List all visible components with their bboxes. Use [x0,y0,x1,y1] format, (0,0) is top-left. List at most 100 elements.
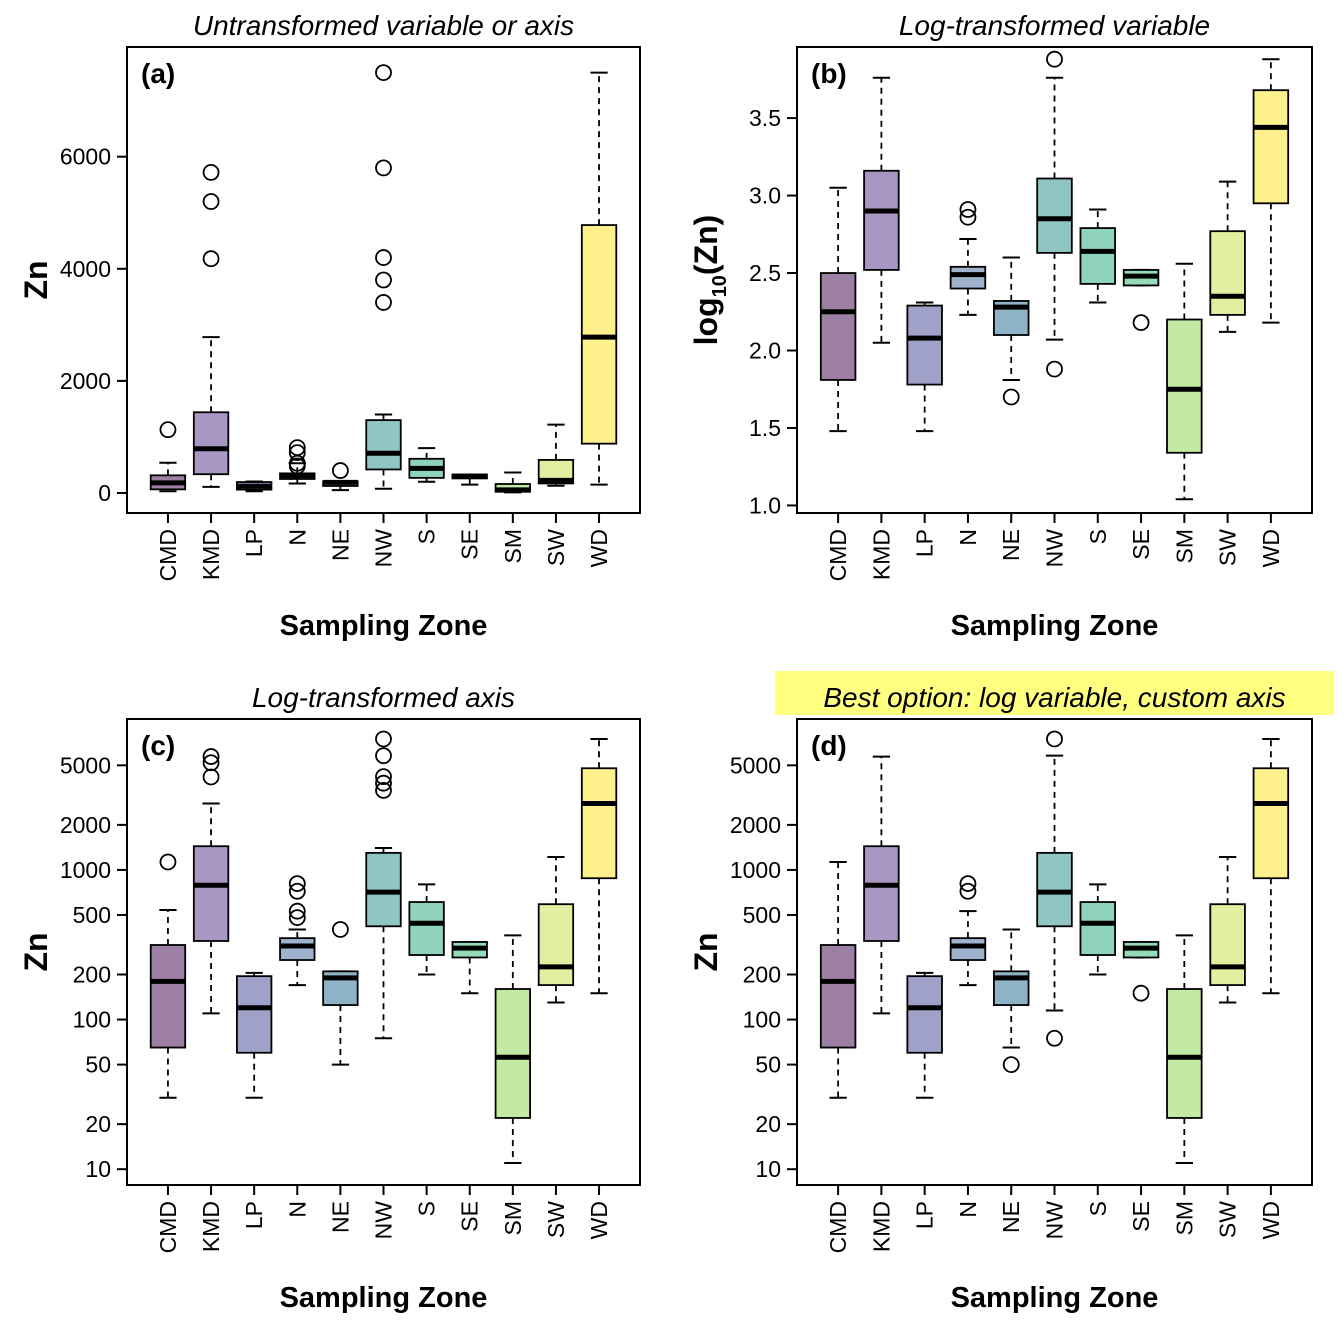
x-tick-label: SM [500,1201,526,1236]
box-KMD [192,748,230,1015]
iqr-box [279,937,316,961]
x-axis-label: Sampling Zone [951,610,1159,642]
x-axis-label: Sampling Zone [951,1282,1159,1314]
x-tick-label: SE [457,1201,483,1232]
x-tick-label: SW [1215,529,1241,566]
x-tick-label: N [284,1201,310,1218]
y-tick-label: 1.0 [749,492,781,518]
x-tick-label: CMD [825,529,851,581]
iqr-box [906,304,943,386]
iqr-box [537,903,575,986]
x-tick-label: N [284,529,310,546]
x-tick-label: NW [1042,1201,1068,1240]
y-axis-label: log10(Zn) [688,215,731,346]
y-tick-label: 10 [755,1156,781,1182]
panel-title: Untransformed variable or axis [193,10,574,41]
panel-c: Log-transformed axis (c) 10 20 50 100 200 500 10… [18,682,641,1314]
y-axis-label-base: log [688,297,724,345]
panel-title: Log-transformed axis [252,682,515,713]
iqr-box [1209,903,1246,986]
box-S [408,883,445,976]
outlier-point [1046,50,1063,68]
x-tick-label: NW [371,1201,397,1240]
x-tick-label: KMD [868,1201,894,1252]
box-SM [1166,262,1203,501]
outlier-point [375,747,392,765]
iqr-box [1036,177,1073,254]
box-WD [580,71,618,486]
iqr-box [1166,318,1203,454]
iqr-box [408,901,445,956]
iqr-box [906,975,943,1054]
outlier-point [202,754,220,772]
outlier-point [202,250,220,268]
box-SW [1209,180,1246,333]
x-tick-label: WD [1258,1201,1284,1239]
outlier-point [1002,1056,1020,1074]
outlier-point [375,271,392,289]
x-tick-label: N [955,529,981,546]
outlier-point [959,882,977,900]
iqr-box [819,944,857,1049]
box-SW [537,855,575,1004]
box-SM [494,471,531,494]
x-tick-label: S [414,1201,440,1216]
iqr-box [1036,851,1073,928]
x-tick-label: SE [457,529,483,560]
outlier-point [331,921,349,938]
outlier-point [288,444,306,462]
y-tick-label: 500 [73,902,111,928]
iqr-box [192,411,230,476]
x-tick-label: LP [241,529,267,557]
y-tick-label: 500 [743,902,781,928]
box-KMD [863,755,900,1015]
x-tick-label: WD [586,529,612,567]
iqr-box [1252,767,1290,880]
x-tick-label: S [414,529,440,544]
box-S [1079,208,1116,304]
box-NE [322,462,359,492]
x-axis-label: Sampling Zone [280,610,488,642]
y-tick-label: 0 [98,480,111,506]
outlier-point [288,902,306,920]
y-tick-label: 5000 [60,752,111,778]
outlier-point [288,882,306,900]
y-tick-label: 200 [73,962,111,988]
box-SW [1209,855,1246,1004]
box-SM [494,934,531,1165]
box-KMD [863,76,900,344]
x-tick-label: CMD [155,529,181,581]
panel-label: (a) [141,58,175,89]
panel-label: (c) [141,730,175,761]
x-tick-label: NE [327,529,353,561]
box-CMD [149,421,187,493]
x-tick-label: N [955,1201,981,1218]
outlier-point [375,294,392,311]
panel-title: Best option: log variable, custom axis [823,682,1285,713]
x-tick-label: SW [543,1201,569,1238]
box-SE [1122,940,1160,1002]
x-tick-label: CMD [825,1201,851,1253]
x-tick-label: LP [912,1201,938,1229]
box-WD [1252,737,1290,995]
title-highlight [775,671,1334,715]
y-axis-label: Zn [18,260,54,299]
x-tick-label: SE [1128,1201,1154,1232]
box-CMD [819,860,857,1099]
box-N [279,875,316,987]
box-NE [993,928,1030,1074]
outlier-point [1132,984,1150,1002]
x-tick-label: NE [327,1201,353,1233]
box-CMD [149,853,187,1099]
y-tick-label: 3.5 [749,105,781,131]
outlier-point [375,768,392,786]
y-tick-label: 100 [73,1007,111,1033]
box-LP [236,971,273,1099]
box-SW [537,423,575,487]
iqr-box [1079,901,1116,956]
panel-a: Untransformed variable or axis (a) 0 2000 40… [18,10,641,642]
x-tick-label: SW [1215,1201,1241,1238]
x-tick-label: SE [1128,529,1154,560]
outlier-point [288,439,306,456]
box-CMD [819,186,857,433]
